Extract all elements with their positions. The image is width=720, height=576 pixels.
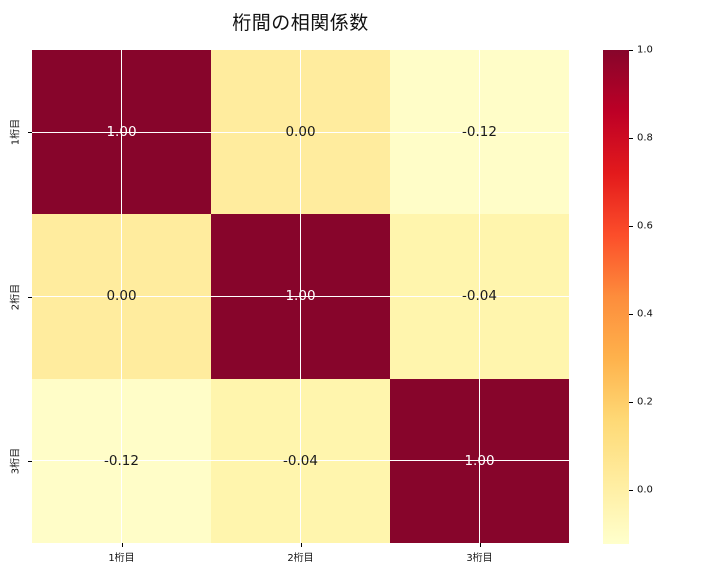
- colorbar-tick-label: 0.8: [637, 132, 653, 144]
- gridline-horizontal: [32, 296, 569, 297]
- x-axis-tick: [300, 543, 302, 547]
- cell-value: 1.00: [106, 124, 137, 141]
- y-axis-tick-label: 3桁目: [10, 447, 22, 475]
- x-axis-tick-label: 1桁目: [108, 553, 135, 564]
- heatmap-grid: 1.00 0.00 -0.12 0.00 1.00 -0.04 -0.12 -0.04 1.00: [32, 50, 569, 543]
- colorbar: [603, 50, 629, 544]
- cell-value: -0.12: [104, 452, 139, 469]
- colorbar-tick: [629, 401, 633, 403]
- x-axis-tick: [121, 543, 123, 547]
- x-axis-tick: [479, 543, 481, 547]
- y-axis-tick: [28, 296, 32, 298]
- gridline-horizontal: [32, 460, 569, 462]
- y-axis-tick-label: 1桁目: [10, 118, 22, 146]
- colorbar-tick: [629, 225, 633, 227]
- colorbar-tick: [629, 489, 633, 491]
- cell-value: 1.00: [285, 288, 316, 305]
- cell-value: -0.04: [283, 452, 318, 469]
- y-axis-tick-label: 2桁目: [10, 283, 22, 310]
- x-axis-tick-label: 3桁目: [466, 553, 493, 564]
- colorbar-tick-label: 0.2: [637, 396, 653, 408]
- colorbar-tick-label: 1.0: [637, 44, 653, 56]
- cell-value: 1.00: [464, 452, 495, 469]
- colorbar-tick: [629, 50, 633, 51]
- x-axis-tick-label: 2桁目: [287, 553, 314, 564]
- colorbar-tick-label: 0.4: [637, 308, 653, 320]
- cell-value: -0.12: [462, 124, 497, 141]
- colorbar-tick-label: 0.0: [637, 484, 653, 496]
- cell-value: -0.04: [462, 288, 497, 305]
- colorbar-tick: [629, 313, 633, 315]
- cell-value: 0.00: [285, 124, 316, 141]
- gridline-vertical: [479, 50, 480, 543]
- chart-title: 桁間の相関係数: [232, 12, 369, 34]
- y-axis-tick: [28, 460, 32, 462]
- cell-value: 0.00: [106, 288, 137, 305]
- colorbar-tick-label: 0.6: [637, 220, 653, 232]
- y-axis-tick: [28, 132, 32, 134]
- colorbar-tick: [629, 137, 633, 139]
